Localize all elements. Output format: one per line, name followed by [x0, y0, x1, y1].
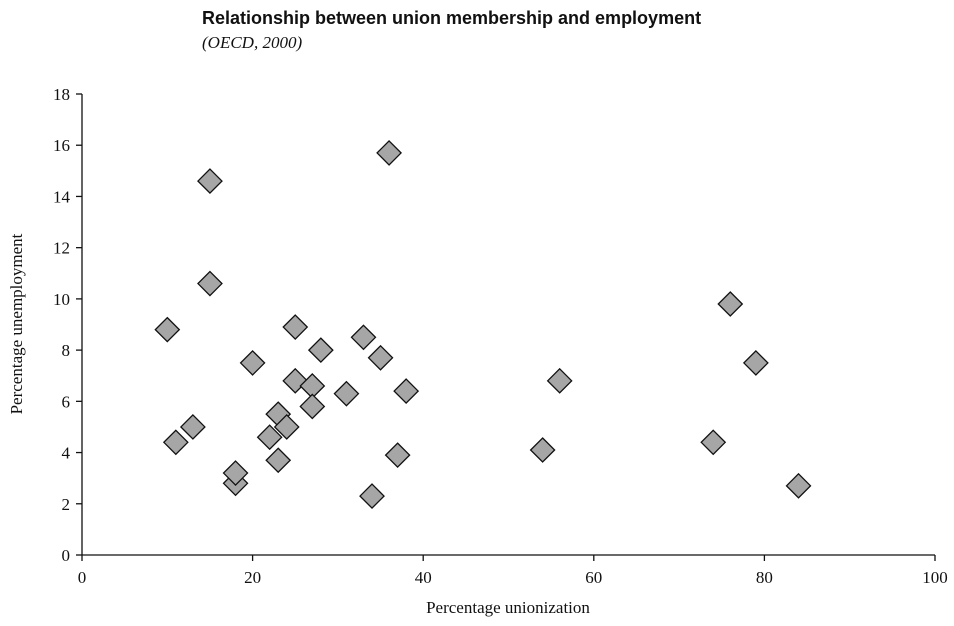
y-axis-label: Percentage unemployment	[7, 233, 26, 414]
data-point	[273, 414, 300, 440]
x-tick-label: 40	[415, 568, 432, 587]
data-point	[700, 429, 727, 456]
y-tick-label: 18	[53, 85, 70, 104]
x-tick-label: 100	[922, 568, 948, 587]
data-point	[265, 447, 292, 474]
y-tick-label: 14	[53, 187, 71, 206]
y-tick-label: 10	[53, 290, 70, 309]
y-tick-label: 16	[53, 136, 70, 155]
y-tick-label: 4	[62, 444, 71, 463]
data-point	[785, 472, 812, 499]
chart-axes	[81, 94, 935, 556]
data-point	[162, 429, 189, 456]
data-point	[256, 424, 283, 451]
data-point	[350, 324, 377, 351]
data-point	[384, 442, 411, 469]
chart-ticks: 0 20 40 60 80 100 0 2 4 6 8 10 12 14 16 18	[53, 85, 948, 587]
data-point	[307, 337, 334, 364]
data-point	[367, 344, 394, 371]
data-point	[154, 316, 181, 343]
data-point	[359, 483, 385, 510]
y-tick-label: 8	[62, 341, 71, 360]
data-point	[393, 378, 420, 405]
data-point	[299, 393, 326, 420]
data-point	[717, 291, 744, 317]
x-tick-label: 80	[756, 568, 773, 587]
x-tick-label: 60	[585, 568, 602, 587]
y-tick-label: 12	[53, 239, 70, 258]
y-tick-label: 2	[62, 495, 71, 514]
x-axis-label: Percentage unionization	[426, 598, 590, 617]
y-tick-label: 6	[62, 392, 71, 411]
chart-title: Relationship between union membership an…	[202, 8, 702, 28]
x-tick-label: 20	[244, 568, 261, 587]
chart-subtitle: (OECD, 2000)	[202, 33, 303, 52]
y-tick-label: 0	[62, 546, 71, 565]
data-point	[222, 460, 249, 486]
data-point	[179, 414, 206, 440]
data-point	[239, 349, 266, 376]
data-point	[282, 314, 309, 340]
data-point	[742, 349, 769, 376]
data-point	[529, 437, 556, 463]
data-point	[197, 270, 223, 297]
data-point	[197, 168, 223, 194]
x-tick-label: 0	[78, 568, 87, 587]
data-point	[546, 367, 573, 394]
data-point	[333, 380, 360, 407]
chart-points	[154, 139, 812, 510]
data-point	[376, 139, 402, 166]
